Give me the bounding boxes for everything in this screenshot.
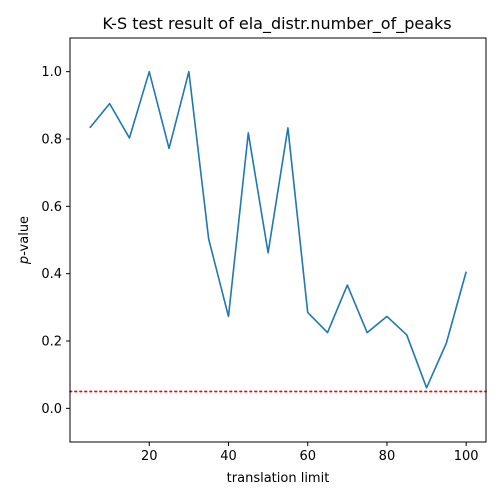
y-axis-label-italic: p [17,256,32,265]
x-axis-label: translation limit [227,471,330,486]
y-tick-label: 0.2 [41,335,62,350]
y-axis-label-rest: -value [17,216,32,256]
plot-frame [69,37,487,443]
x-tick-label: 40 [220,449,237,464]
x-tick-label: 80 [379,449,396,464]
y-axis-label: p-value [17,216,32,265]
x-tick-label: 20 [141,449,158,464]
y-tick-label: 0.6 [41,200,62,215]
y-tick-label: 1.0 [41,65,62,80]
plot-area [69,70,487,393]
chart-title: K-S test result of ela_distr.number_of_p… [102,14,451,34]
y-tick-label: 0.4 [41,267,62,282]
y-tick-label: 0.8 [41,133,62,148]
x-tick-label: 100 [454,449,479,464]
series-line [89,70,467,389]
x-tick-label: 60 [299,449,316,464]
y-tick-label: 0.0 [41,402,62,417]
